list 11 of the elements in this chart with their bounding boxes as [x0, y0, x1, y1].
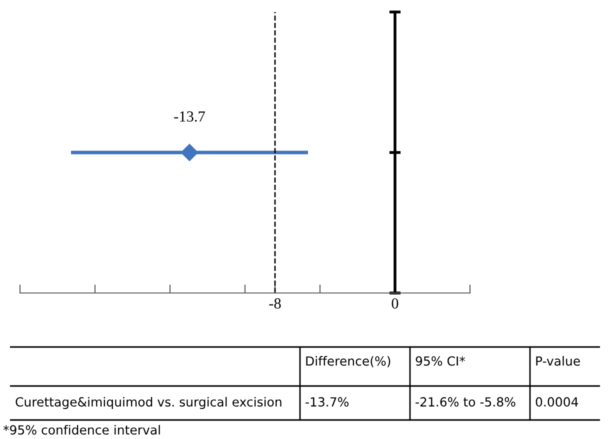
data-label: -13.7: [174, 111, 205, 122]
text: *95% confidence interval: [3, 424, 160, 435]
text: 0.0004: [536, 397, 578, 407]
text: Difference(%): [306, 356, 390, 368]
text: -13.7%: [306, 397, 349, 407]
text: P-value: [536, 356, 580, 366]
x-tick-label: 0: [392, 298, 398, 309]
text: 95% CI*: [416, 356, 466, 366]
x-tick-label: -8: [269, 298, 281, 309]
text: -21.6% to -5.8%: [416, 397, 516, 407]
text: Curettage&imiquimod vs. surgical excision: [16, 396, 282, 410]
